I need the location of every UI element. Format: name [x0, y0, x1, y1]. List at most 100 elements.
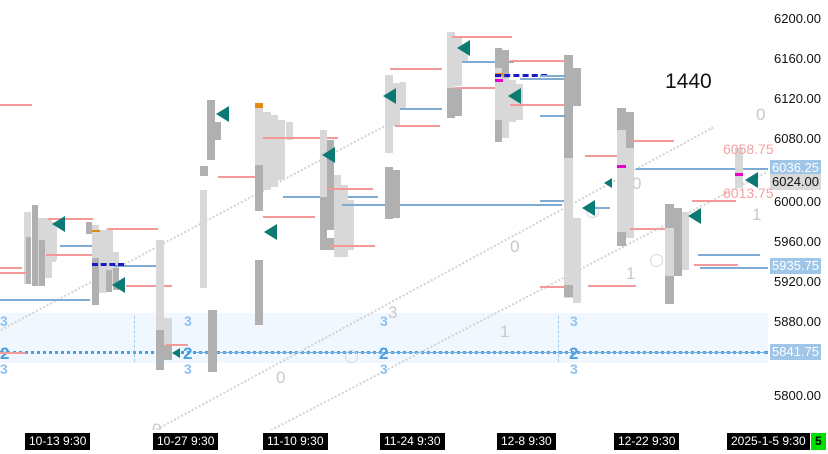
support-line [520, 78, 565, 80]
profile-bar [207, 100, 215, 160]
resistance-line [540, 60, 566, 62]
resistance-line [48, 218, 93, 220]
profile-bar [255, 165, 263, 211]
profile-bar [564, 158, 573, 298]
resistance-line [540, 286, 566, 288]
y-tick-label: 6200.00 [774, 11, 821, 26]
signal-marker-icon [216, 106, 229, 122]
signal-marker-icon [112, 277, 125, 293]
price-axis[interactable]: 6200.00 6160.00 6120.00 6080.00 6000.00 … [768, 0, 828, 443]
price-chart-plot[interactable]: 0 1 0 1 0 1 3 0 0 1 3 2 3 3 2 3 3 2 3 3 … [0, 0, 768, 430]
price-badge-level[interactable]: 5935.75 [770, 258, 821, 274]
support-line [540, 75, 566, 77]
resistance-line [330, 245, 375, 247]
support-line [700, 168, 735, 170]
profile-bar [156, 240, 164, 370]
profile-bar [286, 122, 293, 140]
profile-bar [447, 88, 455, 118]
x-tick-label[interactable]: 11-10 9:30 [263, 433, 328, 450]
profile-bar [255, 260, 263, 325]
ray-label: 1 [626, 264, 636, 283]
profile-bar [617, 130, 626, 242]
profile-bar [260, 142, 266, 162]
profile-bar [200, 190, 207, 288]
poc-marker [735, 173, 743, 176]
signal-marker-icon [172, 348, 180, 358]
resistance-line [46, 254, 92, 256]
y-tick-label: 5880.00 [774, 314, 821, 329]
price-badge-last[interactable]: 6036.25 [770, 160, 821, 176]
ray-anchor-dot [345, 350, 358, 363]
x-axis-current-badge[interactable]: 5 [811, 433, 826, 450]
support-line [700, 267, 768, 269]
ray-label: 0 [276, 368, 286, 387]
price-badge-settle[interactable]: 6024.00 [770, 174, 821, 190]
profile-bar [200, 166, 208, 176]
profile-bar [327, 140, 334, 230]
profile-bar [45, 218, 52, 278]
time-axis[interactable]: 10-13 9:30 10-27 9:30 11-10 9:30 11-24 9… [0, 430, 828, 454]
resistance-line [126, 285, 172, 287]
profile-bar [156, 330, 164, 370]
profile-bar [271, 115, 278, 187]
open-marker [92, 230, 100, 232]
profile-bar [573, 218, 581, 303]
signal-marker-icon [322, 147, 335, 163]
resistance-line [632, 140, 674, 142]
x-tick-label[interactable]: 11-24 9:30 [380, 433, 445, 450]
x-tick-label[interactable]: 10-27 9:30 [153, 433, 219, 450]
ray-label: 0 [756, 105, 766, 124]
profile-bar [341, 185, 348, 257]
resistance-line [395, 125, 440, 127]
y-tick-label: 6000.00 [774, 194, 821, 209]
signal-marker-icon [383, 88, 396, 104]
profile-bar [502, 78, 509, 138]
y-tick-label: 5960.00 [774, 234, 821, 249]
support-line [114, 265, 162, 267]
ray-label: 1 [500, 322, 510, 341]
resistance-line [218, 176, 273, 178]
support-line [400, 108, 442, 110]
support-line [584, 207, 610, 209]
price-tag-lower: 6013.75 [723, 185, 774, 201]
signal-marker-icon [264, 224, 277, 240]
va-upper-label: 3 [184, 313, 192, 329]
profile-bar [385, 75, 393, 153]
profile-bar [495, 68, 502, 142]
resistance-line [694, 264, 738, 266]
profile-bar [92, 258, 99, 305]
profile-bar [52, 222, 57, 260]
profile-bar [617, 232, 626, 246]
profile-bar [255, 107, 263, 207]
poc-marker [617, 165, 626, 168]
profile-bar [455, 38, 462, 86]
x-tick-label[interactable]: 10-13 9:30 [25, 433, 91, 450]
profile-bar [99, 230, 106, 293]
profile-bar [447, 32, 455, 104]
resistance-line [390, 68, 442, 70]
profile-bar [455, 88, 462, 116]
va-upper-label: 3 [380, 313, 388, 329]
profile-bar [39, 240, 45, 286]
session-separator [558, 316, 559, 362]
poc-solid-line [196, 352, 768, 353]
x-tick-label[interactable]: 2025-1-5 9:30 [727, 433, 810, 450]
va-lower-label: 3 [570, 361, 578, 377]
support-line [342, 204, 562, 206]
va-poc-label: 2 [183, 344, 193, 363]
price-badge-poc[interactable]: 5841.75 [770, 344, 821, 360]
resistance-line [0, 272, 28, 274]
profile-bar [502, 50, 509, 96]
resistance-line [0, 352, 26, 354]
profile-bar [735, 148, 743, 188]
support-line [744, 168, 768, 170]
support-line [0, 299, 90, 301]
profile-bar [164, 318, 172, 360]
poc-dashed-line [92, 263, 124, 266]
va-lower-label: 3 [380, 361, 388, 377]
x-tick-label[interactable]: 12-8 9:30 [497, 433, 556, 450]
resistance-line [455, 87, 507, 89]
va-upper-label: 3 [0, 313, 8, 329]
x-tick-label[interactable]: 12-22 9:30 [614, 433, 680, 450]
va-upper-label: 3 [570, 313, 578, 329]
